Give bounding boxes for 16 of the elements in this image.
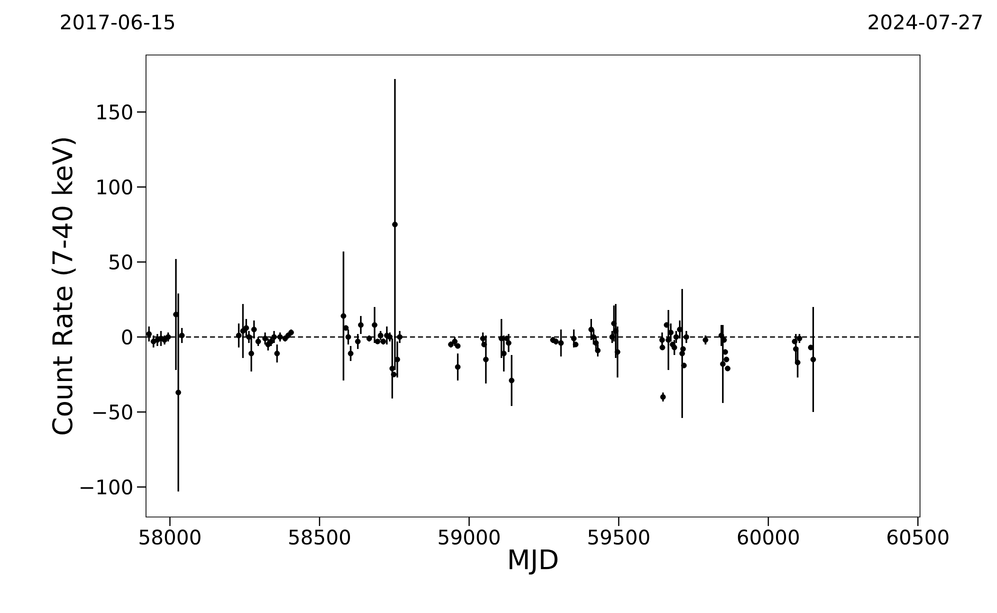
x-tick-label: 58500 [289,530,350,545]
x-tick-label: 59500 [588,530,650,545]
y-tick-label: 150 [98,104,132,120]
x-tick-label: 59000 [438,530,500,545]
text: 2017-06-15 [61,14,174,30]
x-tick-label: 60500 [887,530,948,545]
y-tick-label: 0 [122,329,132,345]
x-tick-label: 60000 [738,530,799,545]
y-axis-title: Count Rate (7-40 keV) [52,138,76,434]
y-tick-label: −50 [93,404,132,420]
y-tick-label: 100 [98,179,132,195]
text: 2024-07-27 [868,14,982,30]
y-tick-label: 50 [110,254,132,270]
x-tick-label: 58000 [140,530,200,545]
y-tick-label: −100 [80,479,132,495]
x-axis-title: MJD [510,549,558,575]
